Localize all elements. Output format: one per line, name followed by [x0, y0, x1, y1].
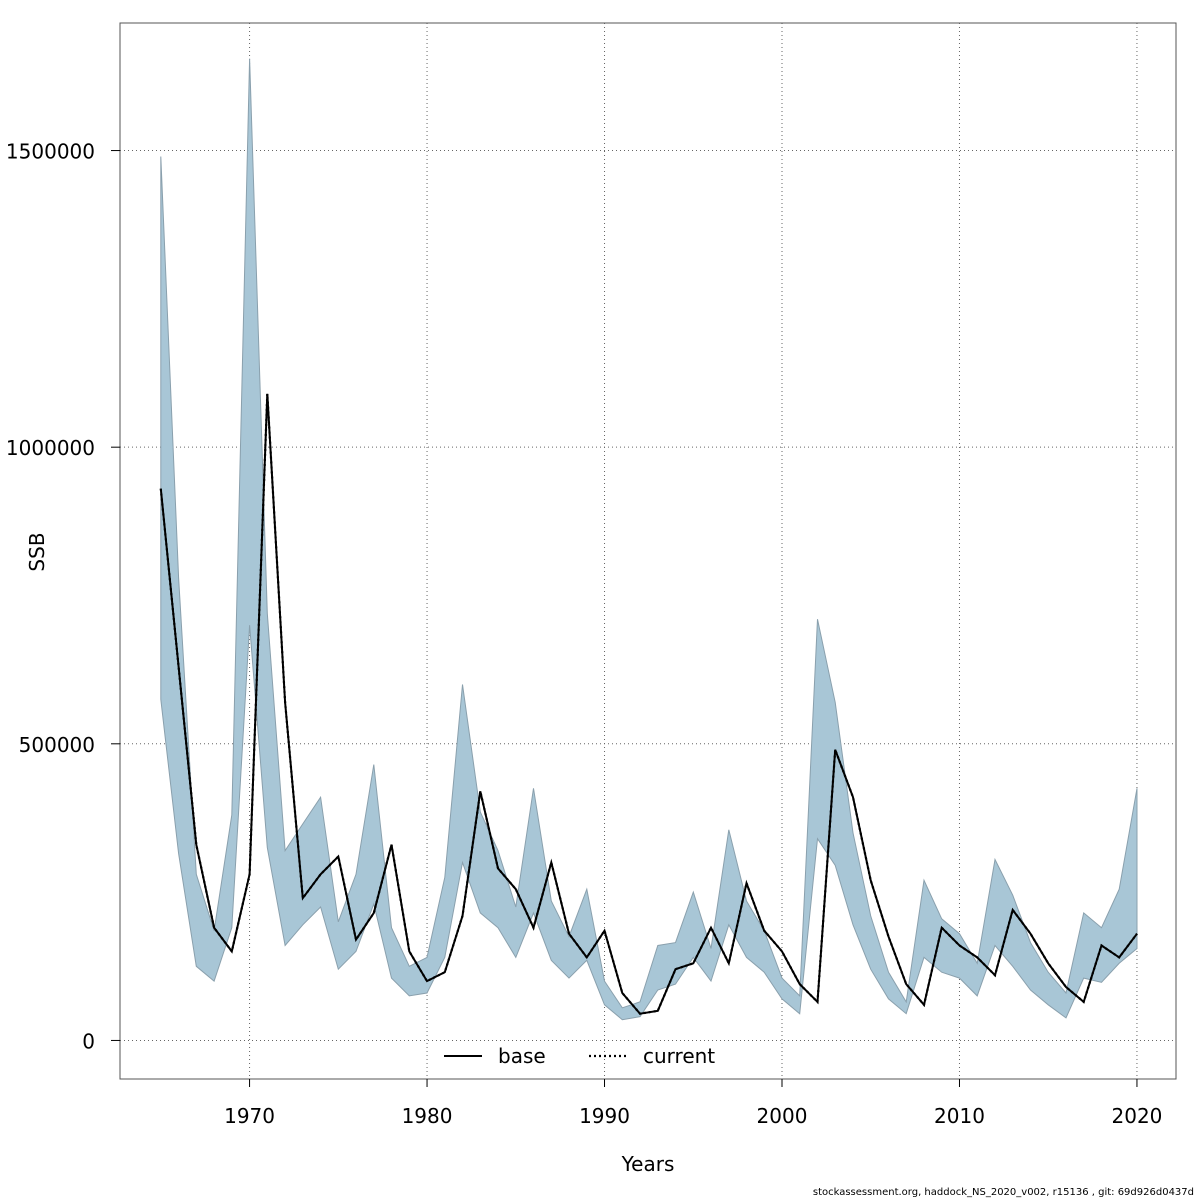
x-tick-label: 2010 [934, 1104, 985, 1128]
y-tick-label: 1500000 [6, 140, 95, 164]
x-tick-label: 1980 [402, 1104, 453, 1128]
footer-credit: stockassessment.org, haddock_NS_2020_v00… [812, 1187, 1194, 1198]
x-axis-title: Years [621, 1152, 675, 1176]
confidence-band [160, 58, 1138, 1021]
plot-frame [119, 22, 1177, 1080]
grid-lines [120, 23, 1176, 1079]
y-tick-label: 500000 [19, 733, 95, 757]
legend: base current [444, 1044, 715, 1068]
y-axis: 0 500000 1000000 1500000 [6, 140, 120, 1053]
y-tick-label: 1000000 [6, 436, 95, 460]
y-tick-label: 0 [82, 1029, 95, 1053]
series-line-current [159, 393, 1138, 1015]
x-tick-label: 1990 [579, 1104, 630, 1128]
x-axis: 1970 1980 1990 2000 2010 2020 [224, 1079, 1162, 1128]
x-tick-label: 2000 [757, 1104, 808, 1128]
y-axis-title: SSB [25, 532, 49, 571]
legend-label-base: base [498, 1044, 546, 1068]
legend-label-current: current [643, 1044, 715, 1068]
x-tick-label: 2020 [1112, 1104, 1163, 1128]
x-tick-label: 1970 [224, 1104, 275, 1128]
